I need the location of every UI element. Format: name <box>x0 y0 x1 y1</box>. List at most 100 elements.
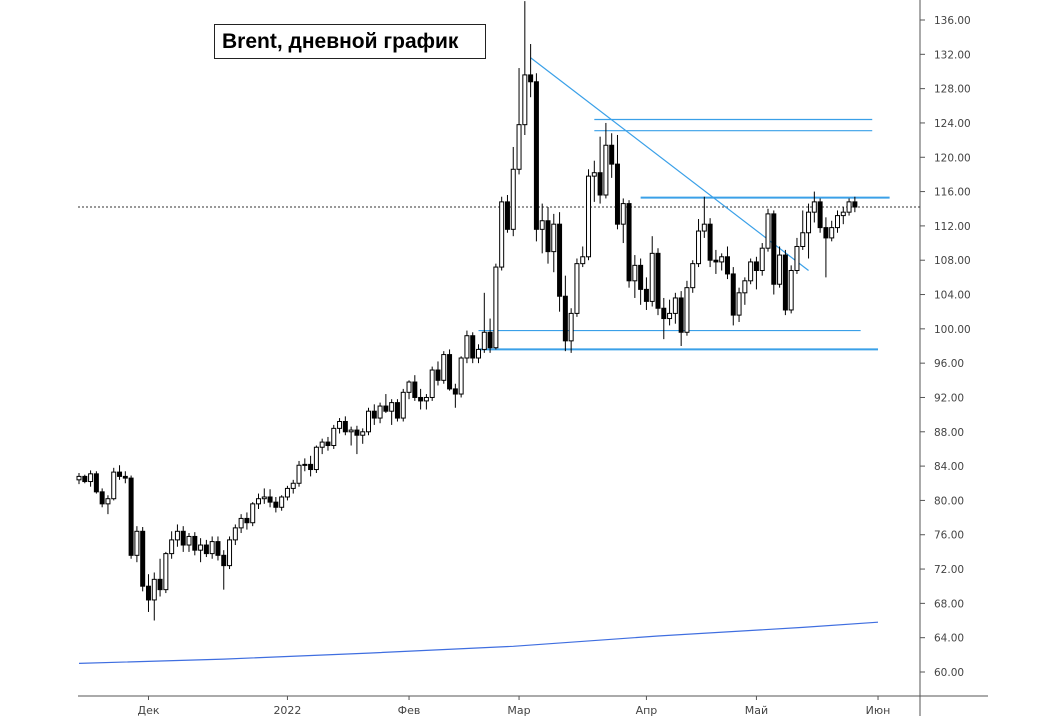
y-tick-label: 128.00 <box>934 84 971 96</box>
candle-body-up <box>88 473 94 483</box>
candle <box>209 536 215 559</box>
candle-body-up <box>719 256 725 263</box>
y-tick-label: 72.00 <box>934 564 964 576</box>
candle <box>777 246 783 288</box>
candle-body-down <box>823 227 829 239</box>
candle <box>82 474 88 484</box>
candle <box>823 217 829 278</box>
candle-body-down <box>192 535 198 551</box>
candle-body-up <box>377 405 383 419</box>
candle <box>169 531 175 559</box>
candle-body-up <box>829 227 835 239</box>
candle <box>348 426 354 446</box>
candle <box>736 287 742 322</box>
candle <box>354 425 360 455</box>
candle <box>140 527 146 592</box>
candle <box>105 495 111 515</box>
candle-body-up <box>522 74 528 126</box>
candle <box>221 550 227 590</box>
y-tick-label: 96.00 <box>934 358 964 370</box>
candle-body-up <box>603 144 609 196</box>
candle-body-up <box>481 331 487 350</box>
candle-body-down <box>447 354 453 390</box>
candle <box>800 210 806 250</box>
candle <box>684 280 690 336</box>
candle <box>811 191 817 223</box>
candle <box>788 265 794 314</box>
candle-body-up <box>696 230 702 265</box>
candle <box>163 551 169 594</box>
candle-body-up <box>186 535 192 546</box>
candle-body-up <box>337 420 343 429</box>
candle-body-down <box>273 501 279 508</box>
candle-body-down <box>452 388 458 395</box>
candle <box>273 496 279 513</box>
candle <box>533 73 539 242</box>
x-tick-label: Май <box>745 704 768 717</box>
candle <box>476 344 482 364</box>
candle-body-up <box>284 487 290 498</box>
candle-body-up <box>510 168 516 230</box>
x-tick-label: Июн <box>866 704 891 717</box>
candle <box>117 465 123 480</box>
candle-body-down <box>614 163 620 225</box>
candle <box>539 203 545 254</box>
candle-body-down <box>82 475 88 483</box>
candle-body-down <box>122 475 128 479</box>
candle <box>458 356 464 398</box>
candle-body-up <box>840 211 846 217</box>
candle-body-down <box>418 396 424 402</box>
candle-body-up <box>568 312 574 342</box>
candle-body-up <box>684 287 690 333</box>
candle-body-down <box>371 410 377 419</box>
candle <box>238 514 244 534</box>
candle <box>227 536 233 570</box>
candle <box>846 198 852 216</box>
candle <box>151 572 157 621</box>
candle <box>499 196 505 271</box>
candle-body-up <box>319 441 325 448</box>
candle-body-up <box>672 297 678 314</box>
x-tick-label: Апр <box>636 704 658 717</box>
candle <box>557 212 563 312</box>
candle-body-down <box>308 463 314 471</box>
candle <box>418 388 424 410</box>
y-tick-label: 120.00 <box>934 152 971 164</box>
candle-body-down <box>325 441 331 447</box>
candle-body-down <box>782 254 788 311</box>
candle <box>806 203 812 259</box>
candle-body-down <box>707 223 713 261</box>
candle-body-up <box>748 261 754 282</box>
candle <box>308 455 314 477</box>
candle-body-down <box>128 477 134 556</box>
candle-body-down <box>267 496 273 503</box>
candle <box>470 332 476 364</box>
y-tick-label: 64.00 <box>934 633 964 645</box>
candle-body-up <box>250 503 256 524</box>
candle-body-up <box>586 175 592 258</box>
candle <box>429 366 435 401</box>
candle <box>655 248 661 316</box>
candle <box>713 249 719 274</box>
candle <box>638 258 644 305</box>
candle <box>516 68 522 175</box>
candle-body-up <box>111 471 117 500</box>
candle <box>643 277 649 310</box>
candle-body-up <box>516 124 522 170</box>
candle-body-down <box>412 381 418 398</box>
candle-body-up <box>667 312 673 320</box>
candle-body-up <box>765 213 771 249</box>
candle <box>834 210 840 233</box>
candle <box>707 218 713 268</box>
candle <box>99 488 105 508</box>
candle-body-up <box>591 172 597 177</box>
candle <box>180 526 186 552</box>
candle <box>649 236 655 307</box>
candle-body-down <box>730 273 736 316</box>
candle <box>383 394 389 413</box>
candle <box>817 198 823 233</box>
candle <box>765 208 771 252</box>
candle-body-up <box>493 266 499 349</box>
y-tick-label: 88.00 <box>934 427 964 439</box>
candle <box>342 416 348 436</box>
